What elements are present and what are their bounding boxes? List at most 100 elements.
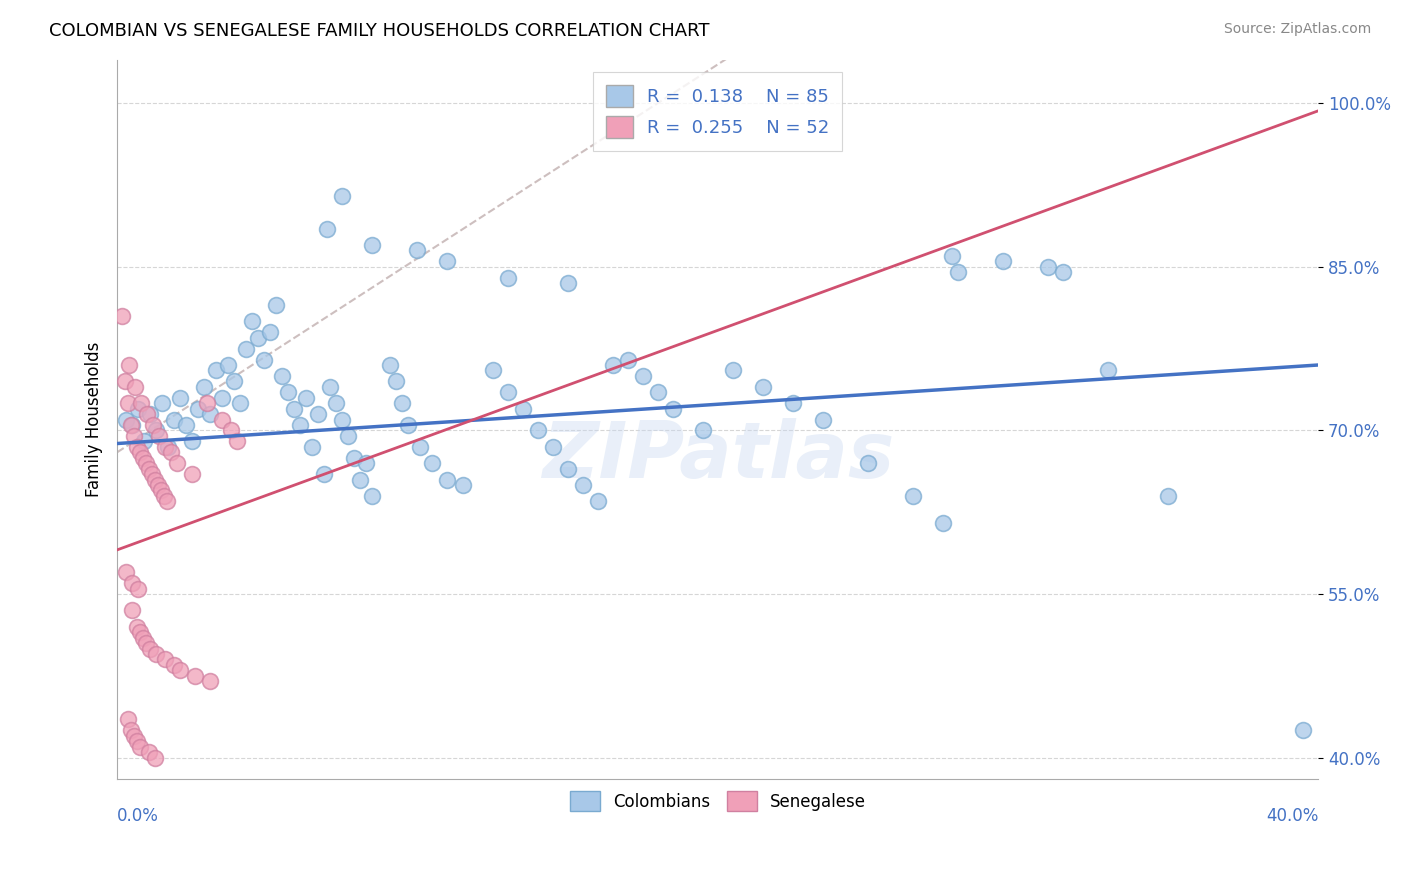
- Point: [166, 456, 188, 470]
- Point: [139, 407, 162, 421]
- Point: [752, 380, 775, 394]
- Text: ZIPatlas: ZIPatlas: [541, 417, 894, 493]
- Point: [240, 314, 263, 328]
- Point: [436, 254, 458, 268]
- Point: [120, 417, 142, 432]
- Point: [145, 424, 167, 438]
- Point: [901, 489, 924, 503]
- Point: [139, 641, 162, 656]
- Point: [155, 440, 177, 454]
- Point: [316, 221, 339, 235]
- Point: [224, 375, 246, 389]
- Point: [307, 407, 329, 421]
- Point: [149, 483, 172, 498]
- Point: [349, 473, 371, 487]
- Point: [557, 276, 579, 290]
- Point: [114, 375, 136, 389]
- Point: [143, 473, 166, 487]
- Point: [187, 401, 209, 416]
- Point: [124, 380, 146, 394]
- Point: [115, 566, 138, 580]
- Point: [121, 417, 143, 432]
- Point: [128, 739, 150, 754]
- Point: [127, 582, 149, 596]
- Point: [932, 516, 955, 530]
- Point: [181, 467, 204, 481]
- Point: [138, 745, 160, 759]
- Point: [253, 352, 276, 367]
- Point: [125, 440, 148, 454]
- Point: [692, 424, 714, 438]
- Point: [409, 440, 432, 454]
- Point: [174, 417, 197, 432]
- Point: [136, 407, 159, 421]
- Point: [325, 396, 347, 410]
- Point: [602, 358, 624, 372]
- Point: [200, 674, 222, 689]
- Point: [141, 467, 163, 481]
- Point: [205, 363, 228, 377]
- Point: [118, 358, 141, 372]
- Point: [125, 734, 148, 748]
- Point: [1097, 363, 1119, 377]
- Point: [422, 456, 444, 470]
- Point: [111, 309, 134, 323]
- Point: [121, 576, 143, 591]
- Point: [117, 396, 139, 410]
- Point: [481, 363, 503, 377]
- Point: [181, 434, 204, 449]
- Point: [266, 298, 288, 312]
- Point: [406, 244, 429, 258]
- Point: [142, 417, 165, 432]
- Point: [1052, 265, 1074, 279]
- Point: [226, 434, 249, 449]
- Point: [211, 412, 233, 426]
- Text: 0.0%: 0.0%: [117, 806, 159, 825]
- Point: [211, 391, 233, 405]
- Point: [163, 657, 186, 672]
- Point: [782, 396, 804, 410]
- Point: [295, 391, 318, 405]
- Point: [247, 331, 270, 345]
- Point: [122, 729, 145, 743]
- Point: [146, 478, 169, 492]
- Point: [496, 270, 519, 285]
- Point: [235, 342, 257, 356]
- Point: [811, 412, 834, 426]
- Point: [217, 358, 239, 372]
- Point: [132, 450, 155, 465]
- Point: [138, 461, 160, 475]
- Point: [120, 723, 142, 738]
- Point: [290, 417, 312, 432]
- Point: [301, 440, 323, 454]
- Point: [1036, 260, 1059, 274]
- Point: [319, 380, 342, 394]
- Point: [184, 669, 207, 683]
- Point: [156, 494, 179, 508]
- Point: [134, 434, 156, 449]
- Point: [586, 494, 609, 508]
- Point: [380, 358, 402, 372]
- Point: [200, 407, 222, 421]
- Point: [391, 396, 413, 410]
- Point: [946, 265, 969, 279]
- Point: [941, 249, 963, 263]
- Point: [512, 401, 534, 416]
- Point: [332, 189, 354, 203]
- Point: [1292, 723, 1315, 738]
- Point: [163, 412, 186, 426]
- Point: [337, 429, 360, 443]
- Point: [991, 254, 1014, 268]
- Point: [160, 445, 183, 459]
- Point: [193, 380, 215, 394]
- Point: [129, 396, 152, 410]
- Point: [332, 412, 354, 426]
- Point: [856, 456, 879, 470]
- Point: [451, 478, 474, 492]
- Point: [135, 456, 157, 470]
- Point: [121, 603, 143, 617]
- Point: [221, 424, 243, 438]
- Point: [128, 625, 150, 640]
- Point: [128, 445, 150, 459]
- Point: [631, 368, 654, 383]
